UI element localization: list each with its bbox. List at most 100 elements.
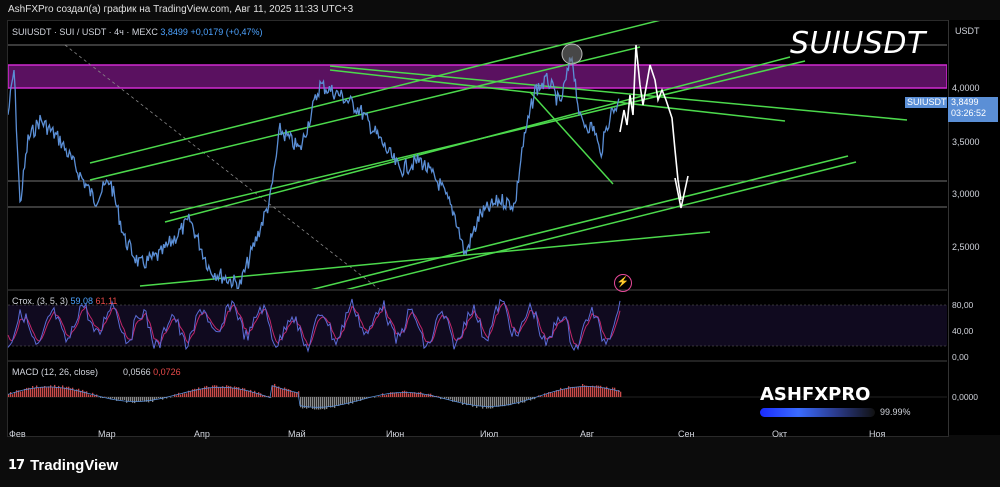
macd-bar — [380, 396, 382, 397]
macd-bar — [494, 397, 496, 406]
macd-bar — [148, 397, 150, 403]
macd-bar — [568, 386, 570, 397]
projection-path — [619, 44, 682, 201]
macd-bar — [346, 397, 348, 403]
macd-bar — [10, 392, 12, 397]
macd-label[interactable]: MACD (12, 26, close) 0,0566 0,0726 — [12, 367, 181, 377]
macd-bar — [258, 392, 260, 397]
macd-bar — [290, 390, 292, 397]
macd-bar — [260, 393, 262, 397]
macd-bar — [192, 389, 194, 397]
macd-bar — [588, 386, 590, 397]
macd-bar — [158, 397, 160, 399]
macd-bar — [364, 397, 366, 399]
macd-bar — [612, 387, 614, 397]
macd-bar — [572, 386, 574, 397]
macd-bar — [492, 397, 494, 409]
macd-bar — [562, 389, 564, 397]
macd-bar — [462, 397, 464, 405]
macd-bar — [24, 388, 26, 397]
month-label: Авг — [580, 429, 595, 439]
macd-value-2: 0,0726 — [153, 367, 181, 377]
macd-bar — [556, 390, 558, 397]
macd-bar — [130, 397, 132, 402]
price-tag-symbol: SUIUSDT — [905, 97, 947, 108]
macd-bar — [586, 385, 588, 397]
snapshot-caption: AshFXPro создал(а) график на TradingView… — [8, 4, 354, 15]
macd-bar — [410, 392, 412, 397]
tradingview-footer[interactable]: 17 TradingView — [8, 457, 118, 474]
macd-bar — [478, 397, 480, 406]
macd-bar — [218, 387, 220, 397]
macd-bar — [540, 396, 542, 397]
macd-bar — [340, 397, 342, 405]
macd-bar — [552, 392, 554, 397]
dashed-diagonal-line — [64, 44, 380, 289]
macd-bar — [330, 397, 332, 408]
macd-bar — [490, 397, 492, 409]
stoch-label[interactable]: Стох. (3, 5, 3) 59,08 61,11 — [12, 296, 117, 306]
macd-bar — [602, 387, 604, 397]
macd-bar — [278, 386, 280, 397]
watermark-progress-bar — [760, 408, 875, 417]
macd-bar — [438, 396, 440, 397]
lightning-icon[interactable]: ⚡ — [614, 274, 632, 292]
price-tag-price: 3,8499 — [951, 97, 979, 107]
macd-bar — [328, 397, 330, 407]
macd-bar — [222, 386, 224, 397]
macd-bar — [46, 387, 48, 397]
macd-bar — [126, 397, 128, 403]
macd-bar — [166, 397, 168, 399]
macd-bar — [484, 397, 486, 407]
stoch-tick-40: 40,00 — [952, 326, 974, 336]
macd-bar — [564, 388, 566, 397]
chart-area[interactable] — [7, 20, 949, 437]
macd-bar — [34, 387, 36, 397]
macd-bar — [452, 397, 454, 402]
macd-bar — [394, 392, 396, 397]
price-tick-3000: 3,0000 — [952, 189, 980, 199]
macd-bar — [466, 397, 468, 406]
macd-bar — [254, 390, 256, 397]
macd-bar — [528, 397, 530, 400]
macd-bar — [292, 392, 294, 397]
macd-bar — [414, 392, 416, 397]
macd-bar — [204, 386, 206, 397]
macd-bar — [560, 387, 562, 397]
macd-bar — [610, 389, 612, 397]
macd-bar — [28, 387, 30, 397]
macd-value-1: 0,0566 — [123, 367, 151, 377]
macd-bar — [86, 391, 88, 397]
price-scale[interactable] — [948, 20, 1000, 435]
macd-bar — [336, 397, 338, 406]
macd-bar — [576, 386, 578, 397]
macd-bar — [502, 397, 504, 407]
macd-bar — [208, 387, 210, 397]
macd-bar — [482, 397, 484, 409]
macd-bar — [592, 385, 594, 397]
symbol-header[interactable]: SUIUSDT · SUI / USDT · 4ч · MEXC 3,8499 … — [12, 27, 263, 37]
trendline-support-2 — [310, 155, 849, 289]
macd-bar — [202, 388, 204, 397]
macd-bar — [578, 387, 580, 397]
trendline-channel-lower-2 — [169, 60, 806, 214]
macd-bar — [510, 397, 512, 406]
macd-bar — [296, 392, 298, 397]
stoch-k-value: 59,08 — [70, 296, 93, 306]
macd-bar — [230, 386, 232, 397]
macd-bar — [100, 397, 102, 398]
macd-bar — [42, 387, 44, 397]
macd-bar — [94, 395, 96, 397]
macd-bar — [460, 397, 462, 402]
symbol-price: 3,8499 — [160, 27, 188, 37]
stoch-band — [8, 305, 947, 346]
currency-label[interactable]: USDT — [955, 26, 980, 36]
macd-bar — [548, 392, 550, 397]
macd-bar — [360, 397, 362, 401]
macd-bar — [64, 387, 66, 397]
macd-bar — [416, 393, 418, 397]
macd-bar — [596, 385, 598, 397]
macd-bar — [404, 390, 406, 397]
macd-bar — [216, 385, 218, 397]
